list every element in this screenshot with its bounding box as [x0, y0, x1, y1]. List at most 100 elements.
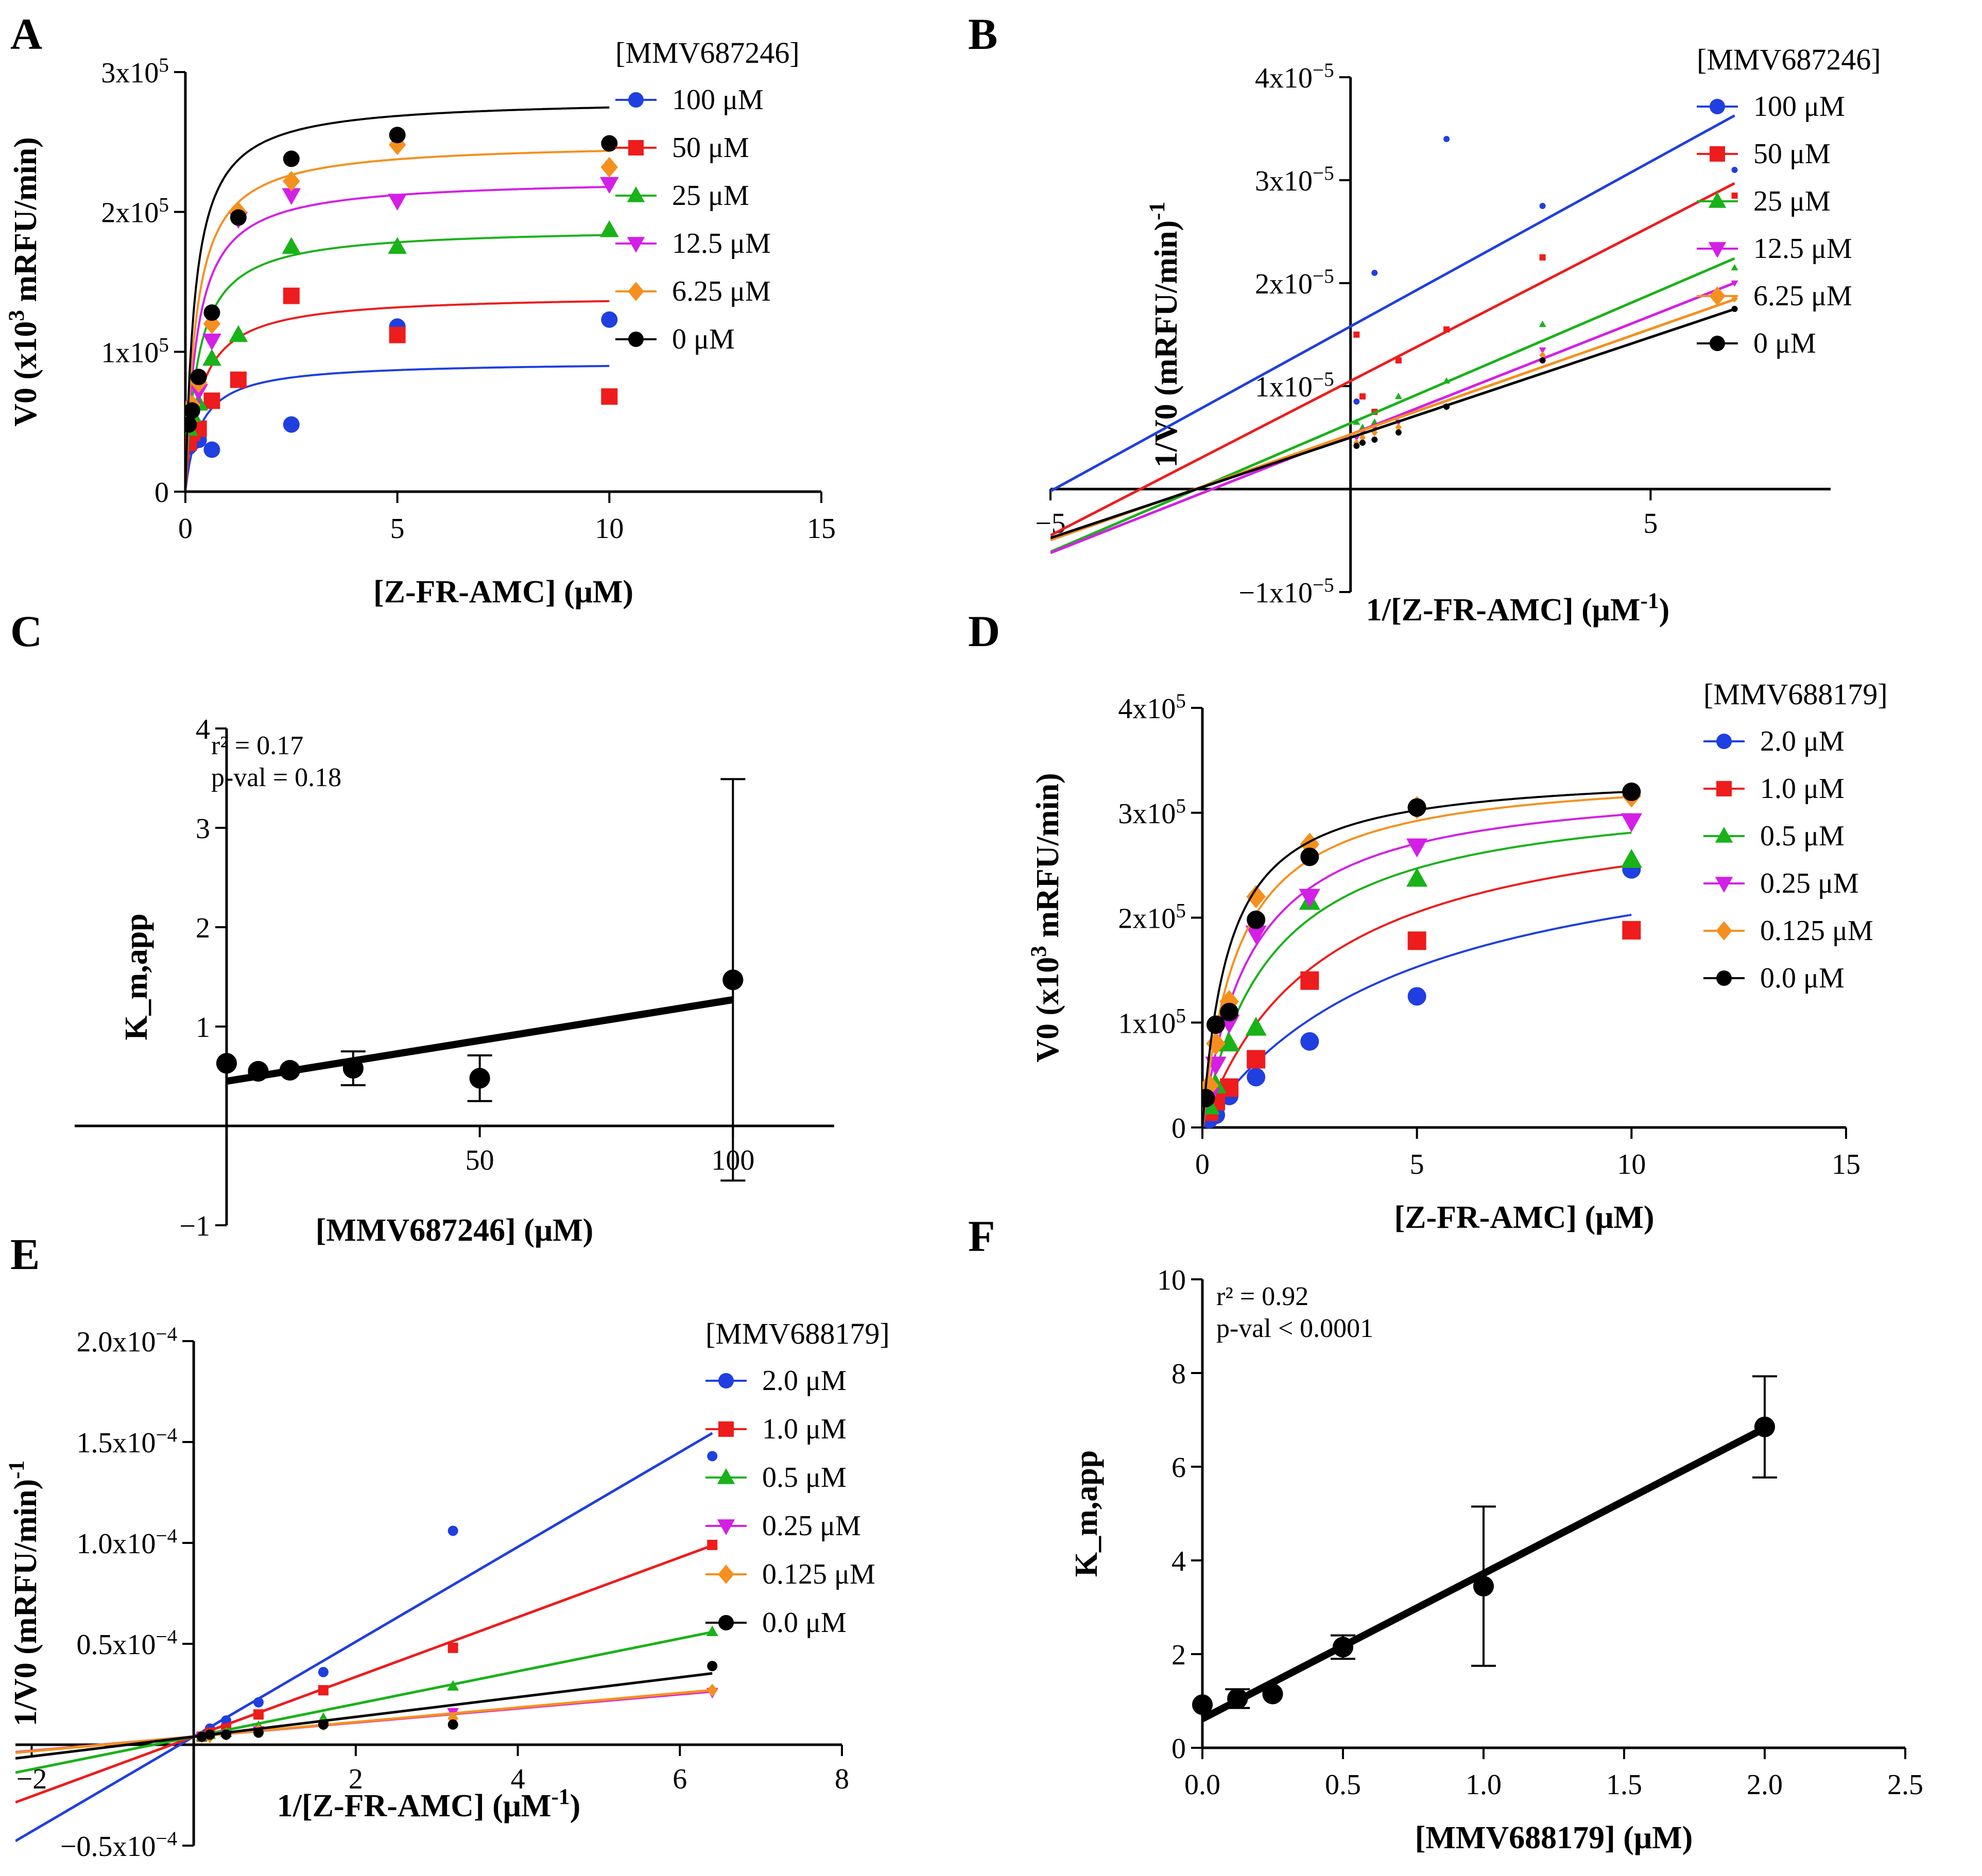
legend-marker: [1708, 242, 1727, 258]
series-4: [1202, 784, 1642, 1128]
data-point: [283, 150, 300, 167]
legend-title: [MMV687246]: [615, 36, 800, 70]
x-tick-label: 5: [1643, 508, 1658, 540]
data-point: [1359, 440, 1366, 446]
data-point: [1246, 885, 1266, 909]
legend-label: 12.5 μM: [1753, 233, 1852, 265]
data-point: [283, 416, 300, 433]
data-point: [1353, 332, 1360, 338]
fit-curve: [1202, 813, 1632, 1128]
series-2: [1050, 257, 1738, 553]
data-point: [447, 1525, 458, 1536]
legend-label: 0.5 μM: [1760, 820, 1845, 852]
fit-line: [15, 1672, 713, 1760]
data-point: [389, 326, 406, 343]
x-tick-label: 1.0: [1466, 1769, 1502, 1801]
legend-label: 1.0 μM: [762, 1413, 847, 1445]
data-point: [1622, 920, 1641, 940]
legend-label: 0 μM: [672, 323, 735, 355]
data-point: [1731, 193, 1738, 199]
data-point: [388, 194, 407, 211]
data-point: [318, 1685, 329, 1696]
panel-e: E−2 2 4 6 8−0.5x10−40.5x10−41.0x10−41.5x10−4…: [4, 1229, 890, 1863]
data-point: [447, 1680, 459, 1691]
x-tick-label: 2.0: [1747, 1769, 1783, 1801]
panel-label: A: [10, 9, 42, 59]
legend-item: 25 μM: [1697, 185, 1831, 217]
y-tick-label: −1: [179, 1210, 210, 1242]
fit-line: [1050, 182, 1735, 537]
legend-item: 0.125 μM: [705, 1558, 875, 1590]
data-point: [1539, 357, 1546, 363]
x-ticks: 0 5 10 15: [178, 492, 836, 545]
data-point: [1406, 838, 1428, 858]
data-point: [1371, 270, 1378, 276]
x-tick-label: 10: [1617, 1149, 1646, 1180]
series-0: [1202, 1375, 1777, 1715]
data-point: [1353, 443, 1360, 449]
y-tick-label: 3: [196, 813, 210, 845]
data-point: [706, 1625, 718, 1636]
panel-f: F 0.0 0.5 1.0 1.5 2.0 2.5 0 2 4 6 8 10 [MMV688179] (μ…: [968, 1211, 1923, 1855]
data-point: [388, 237, 407, 254]
fit-line: [1050, 308, 1735, 540]
legend-item: 0.5 μM: [705, 1462, 847, 1493]
y-axis-title: K_m,app: [119, 913, 154, 1040]
x-tick-label: 0.0: [1184, 1769, 1220, 1801]
fit-curve: [1202, 864, 1632, 1128]
x-ticks: 0.0 0.5 1.0 1.5 2.0 2.5: [1184, 1748, 1923, 1801]
data-point: [203, 441, 220, 458]
data-point: [707, 1539, 718, 1550]
data-point: [1353, 398, 1360, 405]
y-ticks: 0 1x105 2x105 3x105 4x105: [1118, 690, 1202, 1144]
legend-marker: [1716, 781, 1732, 796]
legend-marker: [1708, 192, 1727, 208]
panel-b: B−5 5−1x10−51x10−52x10−53x10−54x10−51/[Z-…: [968, 9, 1881, 628]
panel-label: F: [968, 1211, 995, 1261]
data-point: [1247, 1050, 1266, 1069]
data-point: [216, 1053, 237, 1074]
data-point: [230, 209, 247, 226]
legend-item: 2.0 μM: [1703, 725, 1845, 757]
x-tick-label: 1.5: [1606, 1769, 1642, 1801]
legend-title: [MMV687246]: [1697, 43, 1881, 76]
legend-label: 100 μM: [1753, 91, 1845, 123]
panel-d: D 0 5 10 15 0 1x105 2x105 3x105 4x105 [Z-FR-AMC] (…: [968, 606, 1888, 1235]
legend-marker: [627, 186, 645, 202]
legend-marker: [1710, 146, 1725, 162]
legend-item: 0 μM: [615, 323, 735, 355]
y-tick-label: 8: [1171, 1358, 1186, 1390]
x-tick-label: 10: [595, 513, 624, 545]
legend-label: 100 μM: [672, 84, 764, 116]
y-tick-label: 2: [1171, 1639, 1186, 1671]
legend-marker: [1715, 877, 1733, 893]
x-tick-label: 2: [349, 1763, 363, 1795]
data-point: [1207, 1015, 1226, 1034]
legend-marker: [718, 1615, 734, 1630]
series-1: [185, 287, 618, 492]
fit-line: [1050, 282, 1735, 554]
stat-pval: p-val < 0.0001: [1216, 1314, 1373, 1343]
series-5: [15, 1661, 718, 1760]
legend-marker: [627, 237, 645, 253]
legend-title: [MMV688179]: [1703, 678, 1888, 711]
x-tick-label: 15: [807, 513, 836, 545]
legend-marker: [1716, 921, 1732, 941]
data-point: [253, 1727, 264, 1738]
data-point: [185, 416, 197, 433]
panel-a: A 0 5 10 15 0 1x105 2x105 3x105 [Z-FR-AMC] (μM) V0…: [4, 9, 836, 610]
y-ticks: 0 1x105 2x105 3x105: [101, 54, 185, 509]
data-point: [1359, 433, 1366, 442]
x-ticks: −2 2 4 6 8: [16, 1745, 849, 1795]
data-point: [1731, 264, 1738, 271]
legend-marker: [1710, 336, 1725, 351]
data-point: [1192, 1694, 1213, 1715]
data-point: [599, 177, 619, 194]
data-point: [1539, 351, 1546, 359]
y-tick-label: 0: [154, 477, 169, 509]
fit-line: [15, 1630, 713, 1774]
fit-curve: [185, 150, 610, 492]
data-point: [1754, 1416, 1775, 1437]
legend-item: 12.5 μM: [615, 228, 771, 259]
fit-curve: [185, 300, 610, 492]
